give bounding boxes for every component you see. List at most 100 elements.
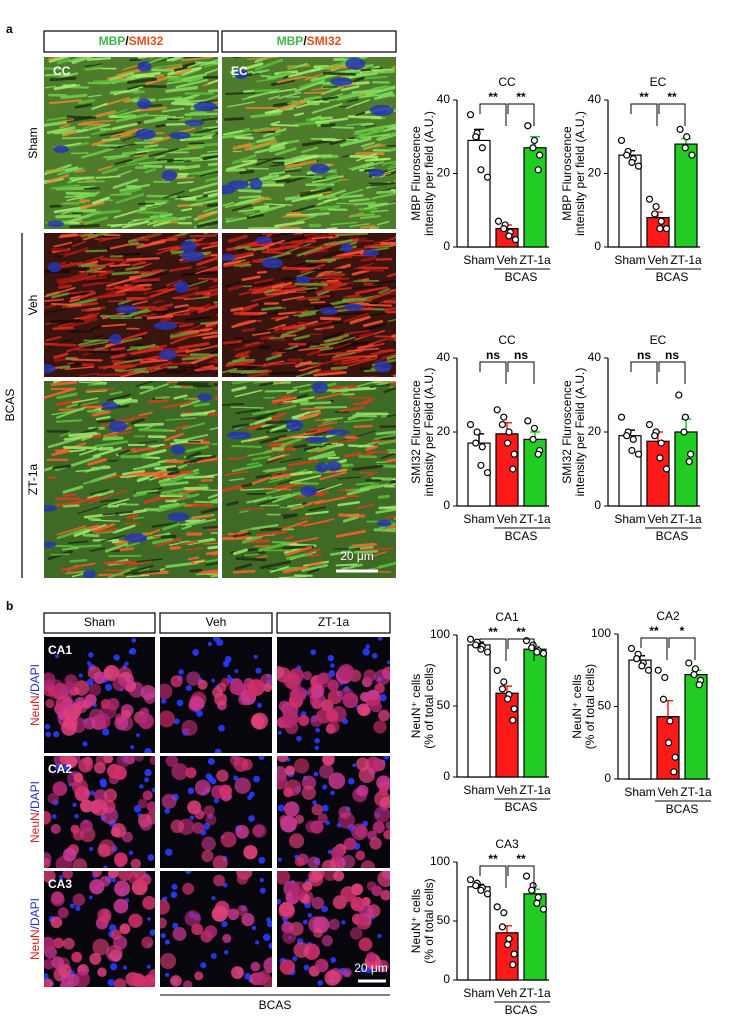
fiber (199, 327, 213, 332)
fiber (64, 366, 95, 371)
neuron (283, 787, 294, 798)
fiber (214, 396, 218, 400)
fiber (315, 283, 343, 295)
fiber (322, 331, 345, 340)
neuron (137, 713, 154, 730)
neuron (93, 712, 111, 730)
fiber (255, 411, 278, 419)
fiber (85, 308, 101, 312)
fiber (291, 193, 323, 203)
fiber (285, 243, 311, 253)
fiber (195, 127, 218, 134)
neuron (311, 896, 325, 910)
fiber (212, 132, 218, 136)
fiber (202, 125, 218, 129)
x-tick-label: Veh (658, 785, 679, 799)
stain-marker: NeuN (28, 929, 42, 960)
dapi-nucleus (222, 660, 230, 668)
fiber (70, 455, 101, 467)
fiber (122, 336, 143, 343)
fiber (319, 116, 333, 120)
fiber (373, 237, 396, 244)
fiber (135, 71, 161, 78)
fiber (109, 263, 131, 268)
neuron (284, 765, 296, 776)
fiber (155, 537, 181, 548)
fiber (49, 99, 83, 105)
group-label: BCAS (505, 800, 538, 814)
neuron (97, 908, 112, 923)
fiber (136, 210, 168, 215)
fiber (69, 558, 88, 563)
neuron (189, 696, 205, 712)
stain-marker: NeuN (28, 695, 42, 726)
neuron (251, 715, 265, 729)
fiber (95, 530, 116, 534)
fiber (225, 91, 256, 95)
significance-label: ** (649, 624, 659, 638)
fiber (359, 133, 391, 139)
fiber (79, 191, 100, 200)
dapi-nucleus (89, 846, 94, 851)
fiber (328, 235, 340, 240)
fiber (238, 291, 251, 296)
fiber (276, 76, 303, 84)
neuron (73, 971, 91, 987)
fiber (231, 253, 255, 261)
chart-title: CA1 (495, 610, 519, 624)
fiber (141, 448, 167, 458)
fiber (298, 190, 311, 194)
fiber (92, 523, 115, 533)
fiber (255, 555, 268, 559)
neuron (71, 951, 83, 963)
neuron (142, 896, 155, 910)
fiber (253, 381, 275, 384)
neuron (321, 859, 336, 868)
dapi-nucleus (74, 813, 79, 819)
fiber (209, 351, 218, 355)
fiber (187, 556, 200, 561)
fiber (330, 366, 348, 371)
fiber (191, 503, 214, 507)
neuron (374, 683, 385, 694)
header: Sham (84, 615, 115, 629)
dapi-nucleus (44, 723, 51, 730)
fiber (59, 123, 71, 129)
fiber (253, 278, 274, 285)
fiber (248, 126, 270, 133)
fiber (296, 294, 331, 301)
fiber (241, 482, 253, 488)
data-point (534, 893, 542, 902)
data-point (617, 413, 626, 421)
neuron (378, 709, 390, 722)
data-point (509, 961, 517, 969)
dapi-nucleus (218, 724, 225, 732)
fiber (49, 319, 85, 324)
data-point (505, 428, 513, 436)
fiber (281, 295, 305, 302)
fiber (268, 493, 292, 500)
y-tick-label: 0 (443, 498, 450, 512)
header-box (221, 30, 397, 53)
y-axis-label: intensity per field (A.U.) (573, 111, 587, 236)
fiber (227, 234, 248, 243)
fiber (308, 211, 330, 217)
fiber (84, 465, 107, 473)
fiber (360, 141, 375, 148)
data-point (686, 450, 695, 458)
fiber (340, 85, 360, 92)
fiber (271, 540, 287, 544)
fiber (114, 363, 137, 371)
data-point (472, 641, 480, 649)
y-tick-label: 50 (437, 698, 451, 712)
header-box (43, 612, 156, 634)
data-point (638, 662, 646, 670)
group-label: BCAS (656, 529, 689, 543)
fiber (180, 519, 206, 526)
fiber (204, 542, 218, 545)
neuron (339, 687, 354, 702)
neuron (201, 836, 216, 851)
fiber (186, 142, 218, 148)
fiber (317, 351, 349, 357)
fiber (173, 156, 202, 161)
